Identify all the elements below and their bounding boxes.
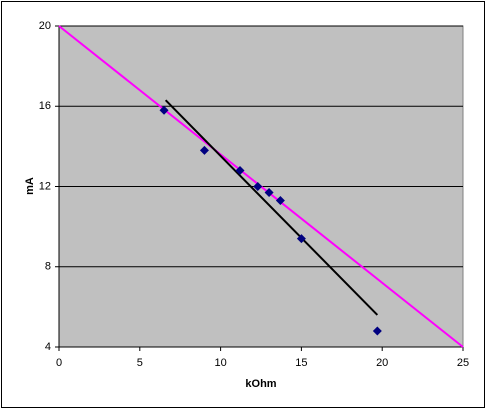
x-tick-label: 5 — [137, 357, 143, 369]
point — [199, 145, 209, 155]
x-tick-label: 15 — [295, 357, 307, 369]
point — [275, 196, 285, 206]
x-axis-title: kOhm — [245, 378, 276, 390]
y-tick-label: 12 — [39, 180, 51, 192]
line — [164, 99, 379, 316]
y-tick-label: 16 — [39, 100, 51, 112]
point — [372, 326, 382, 336]
y-tick-label: 8 — [45, 261, 51, 273]
y-axis-title: mA — [24, 177, 36, 195]
point — [159, 105, 169, 115]
y-tick-label: 4 — [45, 341, 51, 353]
x-tick-label: 10 — [214, 357, 226, 369]
x-tick-label: 0 — [56, 357, 62, 369]
point — [253, 182, 263, 191]
x-tick-label: 20 — [376, 357, 388, 369]
point — [296, 234, 306, 244]
y-tick-label: 20 — [39, 20, 51, 32]
point — [235, 165, 245, 175]
point — [264, 188, 274, 198]
x-tick-label: 25 — [457, 357, 469, 369]
